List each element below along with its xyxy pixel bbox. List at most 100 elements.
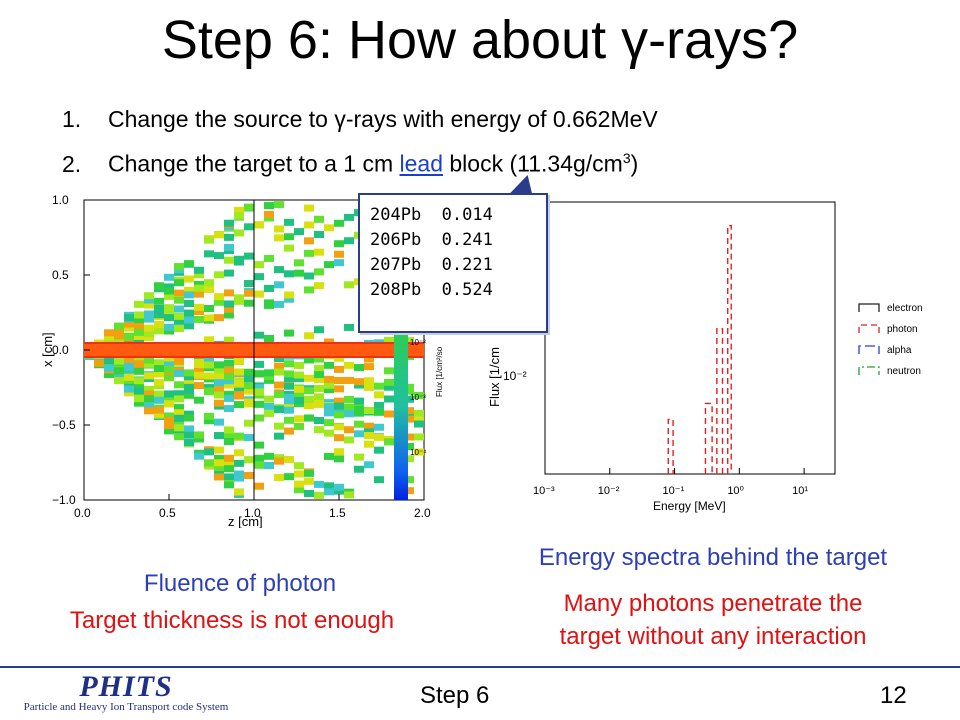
flux-cell <box>384 395 394 403</box>
flux-cell <box>164 412 174 420</box>
flux-cell <box>224 481 234 489</box>
flux-cell <box>224 305 234 313</box>
flux-cell <box>314 268 324 276</box>
flux-xtick-label: 1.0 <box>244 506 261 520</box>
flux-cell <box>404 415 414 423</box>
colorbar-label: Flux [1/cm²/so <box>435 346 444 397</box>
flux-cell <box>134 323 144 331</box>
flux-cell <box>224 438 234 446</box>
lead-link[interactable]: lead <box>399 150 443 177</box>
flux-cell <box>234 212 244 220</box>
flux-cell <box>304 402 314 410</box>
flux-cell <box>204 236 214 244</box>
flux-cell <box>214 293 224 301</box>
flux-cell <box>154 297 164 305</box>
flux-cell <box>284 416 294 424</box>
page-number: 12 <box>880 682 907 709</box>
flux-cell <box>214 399 224 407</box>
flux-cell <box>274 355 284 363</box>
flux-cell <box>244 368 254 376</box>
flux-cell <box>154 327 164 335</box>
flux-cell <box>154 379 164 387</box>
flux-cell <box>334 365 344 373</box>
flux-cell <box>304 387 314 395</box>
flux-cell <box>364 432 374 440</box>
flux-cell <box>254 261 264 269</box>
flux-cell <box>154 282 164 290</box>
flux-cell <box>224 336 234 344</box>
flux-cell <box>224 311 234 319</box>
flux-cell <box>404 387 414 395</box>
flux-cell <box>204 388 214 396</box>
flux-ytick-label: −1.0 <box>52 493 76 507</box>
flux-cell <box>274 474 284 482</box>
flux-cell <box>384 336 394 344</box>
flux-cell <box>124 314 134 322</box>
flux-cell <box>164 427 174 435</box>
flux-cell <box>274 381 284 389</box>
flux-cell <box>184 439 194 447</box>
flux-cell <box>354 409 364 417</box>
flux-cell <box>314 491 324 499</box>
flux-cell <box>224 381 234 389</box>
spectrum-xtick-label: 10⁻¹ <box>663 485 685 497</box>
flux-cell <box>344 213 354 221</box>
spectrum-xtick-label: 10⁻³ <box>533 485 555 497</box>
flux-cell <box>264 376 274 384</box>
flux-cell <box>224 426 234 434</box>
flux-cell <box>234 206 244 214</box>
flux-cell <box>204 250 214 258</box>
slide-title: Step 6: How about γ-rays? <box>161 10 799 70</box>
flux-cell <box>314 400 324 408</box>
flux-cell <box>194 280 204 288</box>
flux-cell <box>184 275 194 283</box>
flux-cell <box>174 312 184 320</box>
flux-cell <box>124 378 134 386</box>
flux-cell <box>154 411 164 419</box>
flux-cell <box>334 487 344 495</box>
flux-cell <box>174 433 184 441</box>
flux-cell <box>164 394 174 402</box>
flux-cell <box>224 233 234 241</box>
flux-cell <box>274 281 284 289</box>
flux-cell <box>144 301 154 309</box>
flux-cell <box>294 462 304 470</box>
phits-logo-subtitle: Particle and Heavy Ion Transport code Sy… <box>23 701 229 713</box>
flux-cell <box>134 332 144 340</box>
flux-cell <box>184 373 194 381</box>
spectrum-legend: electron photon alpha neutron <box>858 303 923 377</box>
flux-cell <box>134 360 144 368</box>
flux-cell <box>214 314 224 322</box>
flux-cell <box>364 363 374 371</box>
flux-cell <box>154 365 164 373</box>
flux-cell <box>224 373 234 381</box>
flux-cell <box>294 259 304 267</box>
flux-cell <box>214 459 224 467</box>
flux-cell <box>264 402 274 410</box>
phits-logo-mark: PHITS <box>79 670 173 703</box>
flux-cell <box>344 426 354 434</box>
flux-cell <box>194 358 204 366</box>
flux-cell <box>264 462 274 470</box>
step-1: 1. Change the source to γ-rays with energ… <box>62 104 658 134</box>
flux-cell <box>344 237 354 245</box>
colorbar <box>394 312 408 500</box>
flux-cell <box>304 286 314 294</box>
flux-cell <box>234 379 244 387</box>
flux-cell <box>284 244 294 252</box>
flux-cell <box>254 290 264 298</box>
flux-cell <box>234 470 244 478</box>
flux-cell <box>254 384 264 392</box>
flux-cell <box>224 394 234 402</box>
flux-cell <box>134 337 144 345</box>
flux-cell <box>174 404 184 412</box>
flux-cell <box>254 482 264 490</box>
flux-cell <box>254 388 264 396</box>
flux-cell <box>124 389 134 397</box>
flux-cell <box>304 477 314 485</box>
flux-cell <box>284 393 294 401</box>
flux-cell <box>314 393 324 401</box>
flux-cell <box>204 412 214 420</box>
flux-cell <box>274 390 284 398</box>
flux-cell <box>364 428 374 436</box>
